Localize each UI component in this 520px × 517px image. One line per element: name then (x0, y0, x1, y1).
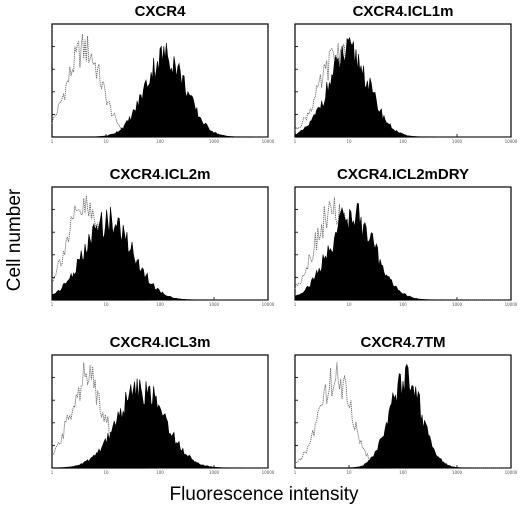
x-axis-label: Fluorescence intensity (169, 484, 359, 505)
stained-histogram (294, 36, 511, 138)
x-tick-label: 1 (51, 302, 54, 307)
panel-title: CXCR4.7TM (360, 334, 445, 351)
x-tick-label: 10000 (505, 302, 518, 307)
x-tick-label: 1000 (209, 470, 220, 475)
x-tick-label: 1000 (452, 139, 463, 144)
panel-title: CXCR4.ICL3m (110, 334, 211, 351)
histogram-panel: CXCR4.ICL1m 1 10 100 1000 10000 (294, 3, 518, 144)
x-tick-label: 1000 (209, 302, 220, 307)
x-tick-label: 100 (399, 302, 407, 307)
x-tick-label: 1 (294, 470, 297, 475)
x-tick-label: 10 (103, 302, 109, 307)
x-tick-label: 100 (156, 470, 164, 475)
x-tick-label: 1000 (452, 470, 463, 475)
x-tick-label: 1000 (452, 302, 463, 307)
x-tick-label: 10000 (262, 302, 275, 307)
x-tick-label: 10000 (505, 139, 518, 144)
x-tick-label: 10 (346, 139, 352, 144)
x-tick-label: 100 (399, 470, 407, 475)
x-tick-label: 1 (294, 139, 297, 144)
control-histogram (51, 34, 268, 138)
x-tick-label: 1 (51, 470, 54, 475)
x-tick-label: 100 (156, 302, 164, 307)
panel-title: CXCR4.ICL1m (353, 3, 454, 20)
control-histogram (51, 362, 268, 469)
x-tick-label: 10000 (262, 470, 275, 475)
histogram-panel: CXCR4.7TM 1 10 100 1000 10000 (294, 334, 518, 475)
histogram-panels: CXCR4 1 10 100 1000 10000 CXCR4.ICL1m 1 10 100 100… (51, 3, 518, 475)
y-axis-label: Cell number (4, 188, 25, 291)
stained-histogram (51, 206, 268, 301)
histogram-panel: CXCR4 1 10 100 1000 10000 (51, 3, 275, 144)
x-tick-label: 1000 (209, 139, 220, 144)
panel-title: CXCR4 (135, 3, 187, 20)
panel-title: CXCR4.ICL2m (110, 166, 211, 183)
x-tick-label: 1 (294, 302, 297, 307)
panel-title: CXCR4.ICL2mDRY (337, 166, 469, 183)
histogram-panel: CXCR4.ICL2m 1 10 100 1000 10000 (51, 166, 275, 307)
stained-histogram (51, 378, 268, 469)
x-tick-label: 10000 (262, 139, 275, 144)
x-tick-label: 100 (156, 139, 164, 144)
stained-histogram (294, 202, 511, 301)
stained-histogram (295, 363, 511, 469)
x-tick-label: 10 (346, 470, 352, 475)
histogram-panel: CXCR4.ICL3m 1 10 100 1000 10000 (51, 334, 275, 475)
x-tick-label: 10000 (505, 470, 518, 475)
stained-histogram (52, 42, 268, 138)
x-tick-label: 10 (103, 139, 109, 144)
x-tick-label: 10 (346, 302, 352, 307)
x-tick-label: 1 (51, 139, 54, 144)
histogram-panel: CXCR4.ICL2mDRY 1 10 100 1000 10000 (294, 166, 518, 307)
x-tick-label: 10 (103, 470, 109, 475)
x-tick-label: 100 (399, 139, 407, 144)
